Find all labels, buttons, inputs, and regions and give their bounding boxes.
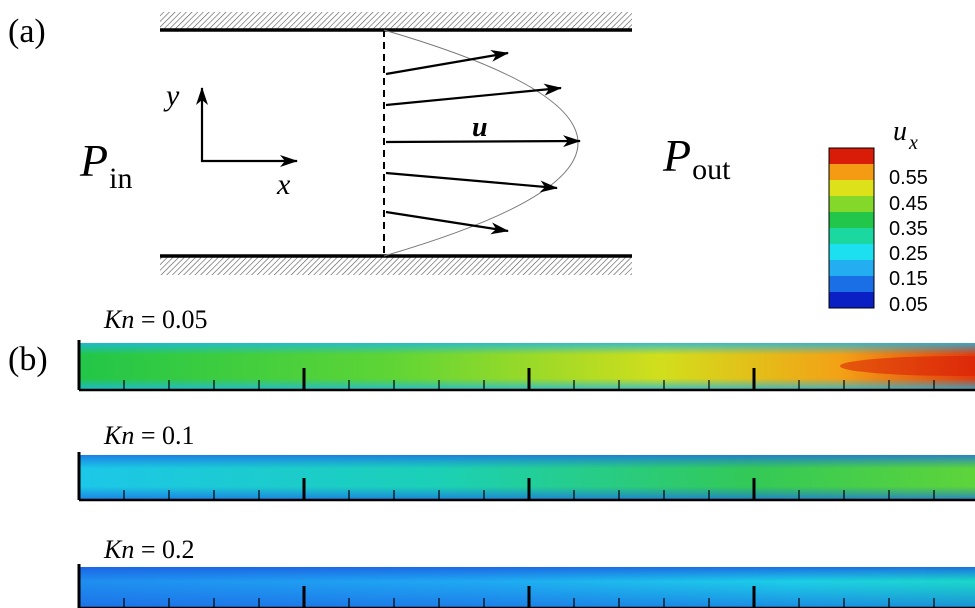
velocity-arrow xyxy=(385,49,509,76)
legend-swatch xyxy=(829,196,874,212)
legend-levels: 0.55 0.45 0.35 0.25 0.15 0.05 xyxy=(889,167,928,316)
panel-a-label: (a) xyxy=(8,13,46,50)
legend-swatch xyxy=(829,244,874,260)
velocity-profile-curve xyxy=(383,29,579,257)
legend-level: 0.35 xyxy=(889,218,928,240)
legend-level: 0.25 xyxy=(889,243,928,265)
velocity-arrow xyxy=(385,210,509,235)
legend-colorbar xyxy=(828,147,875,309)
legend-swatch xyxy=(829,228,874,244)
legend-swatch xyxy=(829,212,874,228)
kn-label-3: Kn = 0.2 xyxy=(103,535,195,564)
x-axis-label: x xyxy=(276,168,291,201)
kn-label-2: Kn = 0.1 xyxy=(103,421,195,450)
legend-border xyxy=(828,147,875,309)
velocity-arrow xyxy=(385,171,558,193)
legend-level: 0.05 xyxy=(889,294,928,316)
legend-swatch xyxy=(829,292,874,308)
kn-label-1: Kn = 0.05 xyxy=(103,305,208,334)
top-wall-hatch xyxy=(160,12,632,30)
velocity-label: u xyxy=(472,112,488,143)
legend-swatch xyxy=(829,260,874,276)
panel-b-label: (b) xyxy=(8,341,48,378)
legend-swatch xyxy=(829,148,874,164)
contour-strip-kn-0.2 xyxy=(80,567,975,608)
strip-frames xyxy=(77,340,975,608)
legend-level: 0.45 xyxy=(889,193,928,215)
outlet-pressure-label: Pout xyxy=(662,130,731,186)
bottom-wall-hatch xyxy=(160,257,632,275)
inlet-pressure-label: Pin xyxy=(79,135,132,195)
velocity-arrow xyxy=(385,135,581,148)
legend-level: 0.55 xyxy=(889,167,928,189)
legend-level: 0.15 xyxy=(889,268,928,290)
legend-swatch xyxy=(829,164,874,180)
y-axis-label: y xyxy=(163,79,180,112)
legend-swatch xyxy=(829,180,874,196)
legend-swatch xyxy=(829,276,874,292)
velocity-arrow xyxy=(385,83,562,107)
